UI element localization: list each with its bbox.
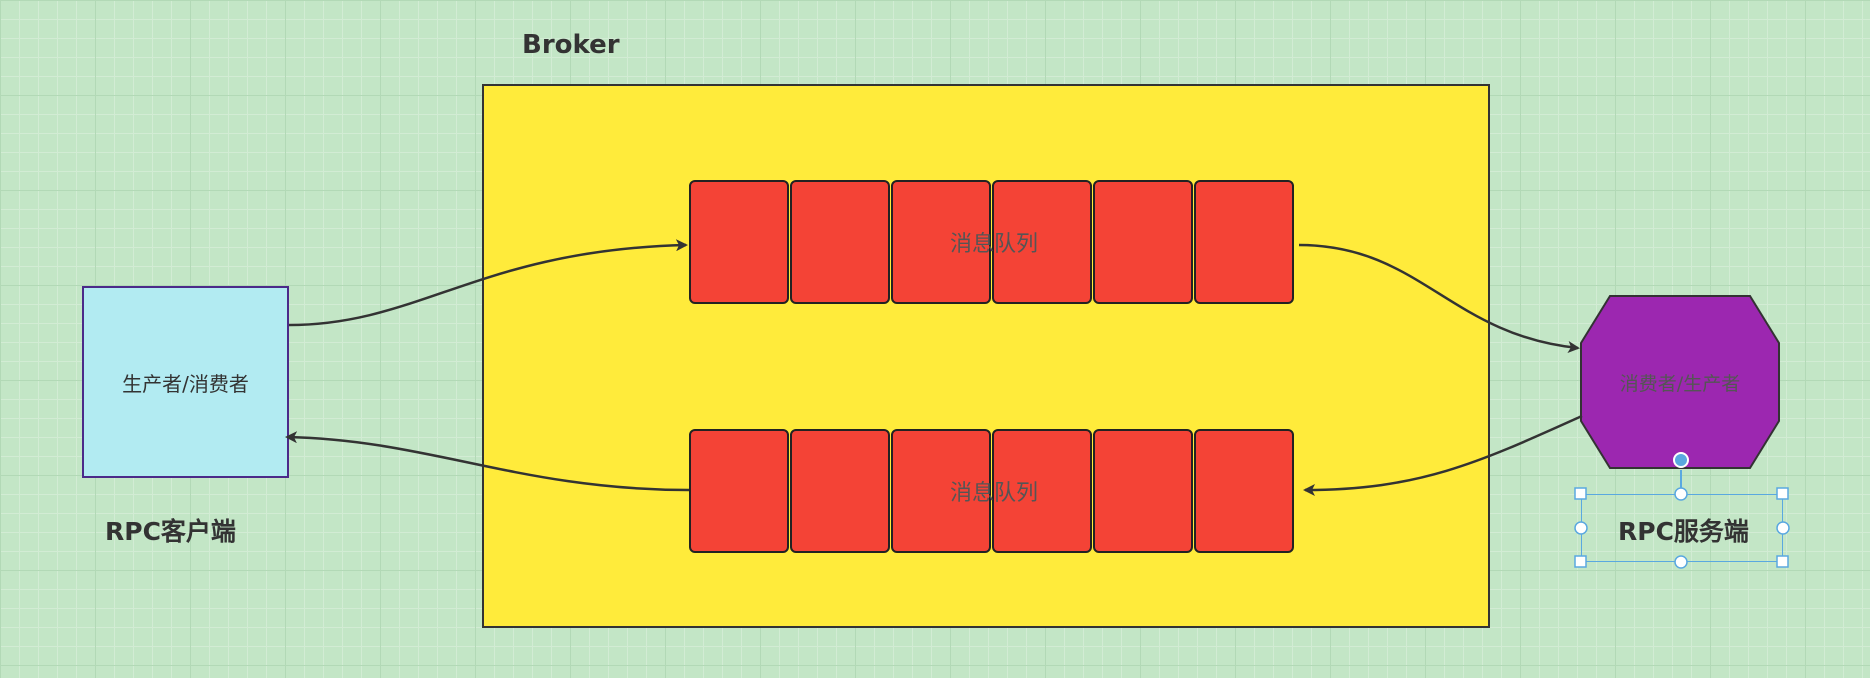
client-node[interactable]: 生产者/消费者 [82,286,289,478]
server-caption[interactable]: RPC服务端 [1618,517,1749,546]
queue-cell [1093,180,1193,304]
message-queue-top[interactable]: 消息队列 [689,180,1299,304]
resize-handle[interactable] [1574,555,1587,568]
queue-cell [689,429,789,553]
octagon-polygon [1580,295,1780,469]
queue-cell [1093,429,1193,553]
message-queue-bottom[interactable]: 消息队列 [689,429,1299,553]
client-caption: RPC客户端 [105,517,236,546]
resize-handle[interactable] [1776,555,1789,568]
arrow-queue-bottom-to-client[interactable] [285,431,690,492]
broker-title: Broker [522,30,620,60]
rotate-handle[interactable] [1673,452,1689,468]
queue-cell [790,429,890,553]
arrow-queue-top-to-server[interactable] [1298,243,1580,353]
resize-handle[interactable] [1674,487,1688,501]
octagon-shape [1580,295,1780,469]
resize-handle[interactable] [1776,521,1790,535]
resize-handle[interactable] [1776,487,1789,500]
queue-cell [992,180,1092,304]
queue-cell [891,180,991,304]
queue-label: 消息队列 [949,481,1038,506]
arrow-server-to-queue-bottom[interactable] [1303,414,1583,496]
server-node-label: 消费者/生产者 [1619,372,1741,395]
queue-cell [689,180,789,304]
queue-cell [1194,429,1294,553]
resize-handle[interactable] [1674,555,1688,569]
selection-handles[interactable] [1574,452,1790,569]
queue-cell [891,429,991,553]
arrow-client-to-queue-top[interactable] [288,239,688,327]
server-node[interactable]: 消费者/生产者 [1580,295,1780,469]
queue-cell [790,180,890,304]
resize-handle[interactable] [1574,487,1587,500]
resize-handle[interactable] [1574,521,1588,535]
queue-cell [992,429,1092,553]
queue-label: 消息队列 [949,232,1038,257]
queue-cell [1194,180,1294,304]
